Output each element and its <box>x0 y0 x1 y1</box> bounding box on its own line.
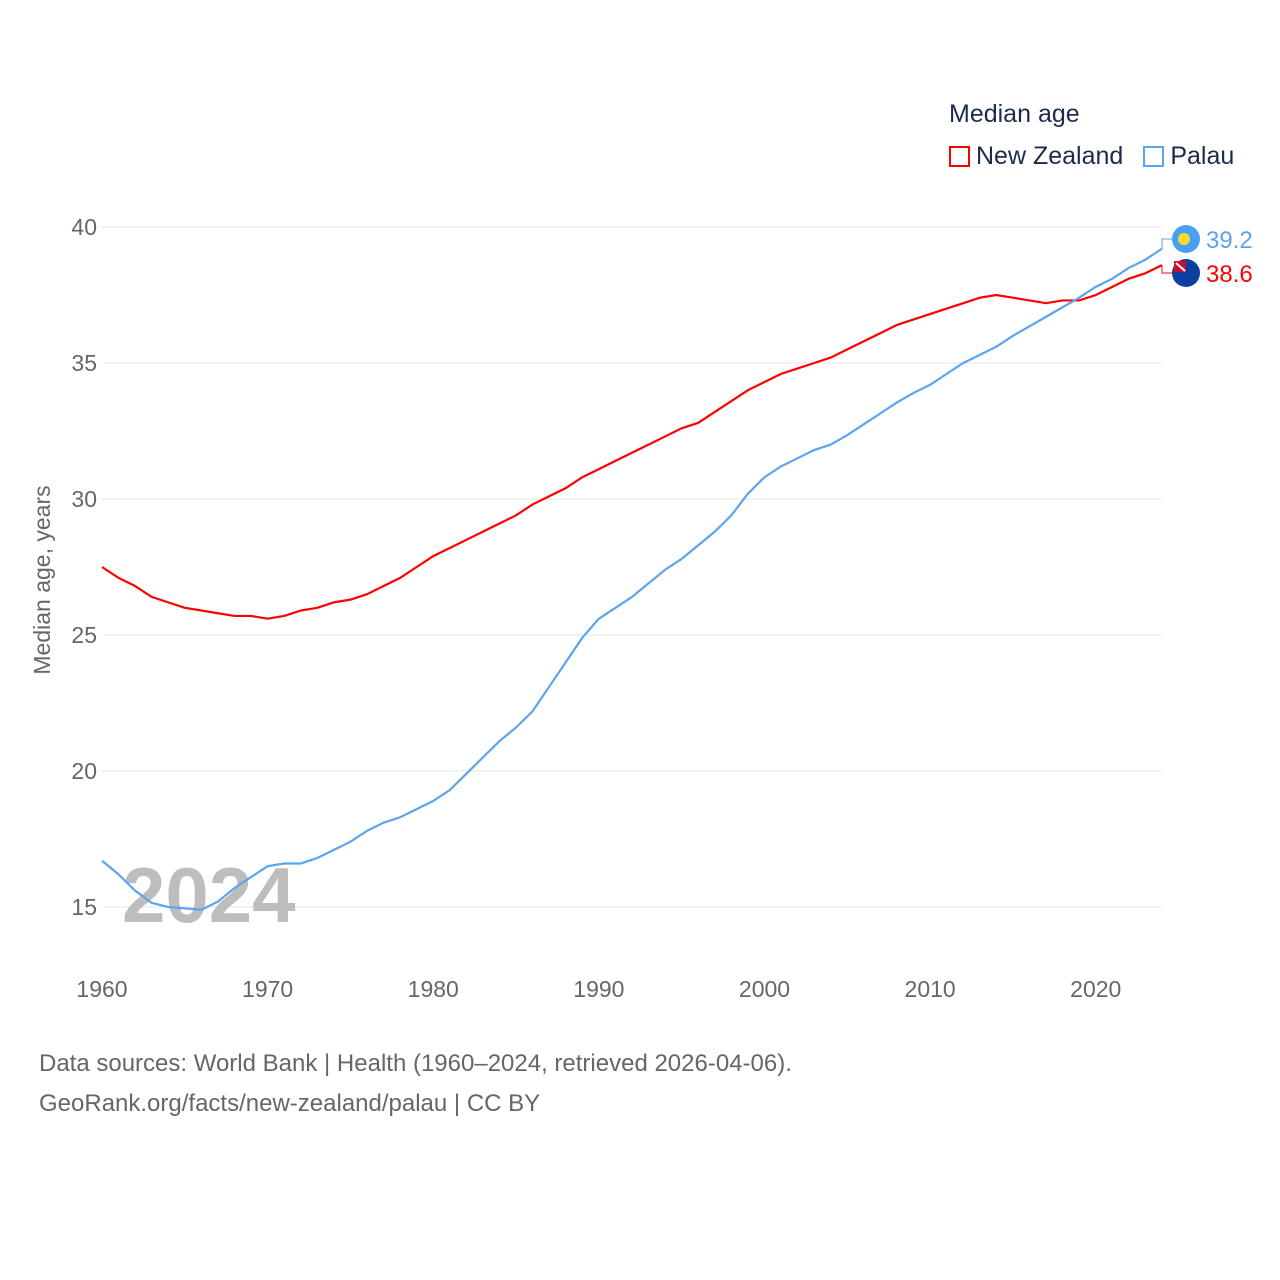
x-tick-label: 1990 <box>573 976 624 1002</box>
source-note: Data sources: World Bank | Health (1960–… <box>39 1044 792 1124</box>
end-value-label: 39.2 <box>1206 227 1253 254</box>
x-tick-label: 1960 <box>76 976 127 1002</box>
year-watermark: 2024 <box>122 851 296 939</box>
flag-cross <box>1175 262 1186 272</box>
series-line-new-zealand <box>101 264 1163 620</box>
legend-label: Palau <box>1170 142 1235 170</box>
x-tick-label: 2010 <box>905 976 956 1002</box>
leader-line <box>1161 265 1172 274</box>
x-tick-label: 1970 <box>242 976 293 1002</box>
legend-item-palau[interactable]: Palau <box>1143 142 1234 171</box>
x-tick-label: 1980 <box>408 976 459 1002</box>
y-tick-label: 35 <box>71 350 97 376</box>
y-tick-label: 15 <box>71 894 97 920</box>
legend-item-new-zealand[interactable]: New Zealand <box>949 142 1123 171</box>
source-line-1: Data sources: World Bank | Health (1960–… <box>39 1050 792 1077</box>
legend-label: New Zealand <box>976 142 1124 170</box>
flag-moon <box>1178 233 1190 245</box>
x-tick-label: 2000 <box>739 976 790 1002</box>
y-tick-label: 20 <box>71 758 97 784</box>
legend-swatch <box>949 146 970 167</box>
leader-line <box>1161 238 1172 249</box>
end-value-label: 38.6 <box>1206 261 1253 288</box>
x-tick-label: 2020 <box>1070 976 1121 1002</box>
y-tick-label: 25 <box>71 622 97 648</box>
series-line-palau <box>101 247 1163 911</box>
legend-swatch <box>1143 146 1165 167</box>
legend-title: Median age <box>949 100 1080 128</box>
y-axis-label: Median age, years <box>29 485 55 674</box>
legend: New Zealand Palau <box>949 142 1234 171</box>
source-line-2[interactable]: GeoRank.org/facts/new-zealand/palau | CC… <box>39 1090 541 1117</box>
y-tick-label: 40 <box>71 214 97 240</box>
y-tick-label: 30 <box>71 486 97 512</box>
